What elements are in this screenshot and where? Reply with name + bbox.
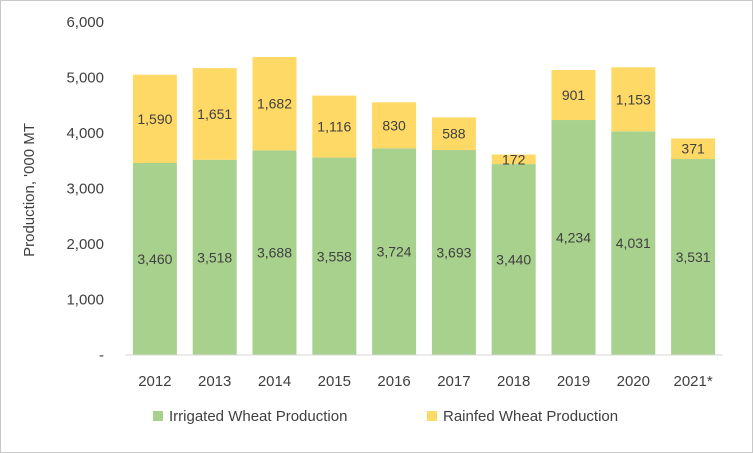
data-label-rainfed: 1,682	[257, 96, 292, 112]
data-label-rainfed: 588	[442, 126, 466, 142]
data-label-irrigated: 3,440	[496, 252, 531, 268]
bar-rainfed-2012	[132, 74, 177, 163]
y-tick-label: 6,000	[66, 14, 104, 31]
y-axis-label: Production, '000 MT	[21, 123, 38, 257]
data-labels: 3,460 1,590 3,518 1,651 3,688 1,682 3,558 1,116…	[137, 87, 710, 268]
y-tick-label: 5,000	[66, 70, 104, 87]
data-label-irrigated: 3,724	[377, 244, 412, 260]
data-label-irrigated: 3,558	[317, 248, 352, 264]
bar-rainfed-2021	[671, 138, 716, 160]
legend: Irrigated Wheat Production Rainfed Wheat …	[153, 408, 618, 425]
data-label-rainfed: 830	[382, 117, 406, 133]
bar-rainfed-2013	[192, 68, 237, 160]
bar-irrigated-2020	[611, 131, 656, 355]
x-tick-label: 2012	[138, 373, 171, 390]
bar-rainfed-2019	[551, 70, 596, 121]
data-label-irrigated: 3,460	[137, 251, 172, 267]
bar-irrigated-2015	[312, 157, 357, 355]
x-tick-label: 2021*	[673, 373, 712, 390]
data-label-irrigated: 3,693	[436, 245, 471, 261]
bar-irrigated-2012	[132, 162, 177, 355]
legend-label-rainfed: Rainfed Wheat Production	[443, 408, 618, 425]
y-tick-label: 2,000	[66, 236, 104, 253]
bar-irrigated-2013	[192, 159, 237, 355]
bar-rainfed-2014	[252, 56, 297, 151]
x-tick-label: 2013	[198, 373, 231, 390]
x-tick-label: 2019	[557, 373, 590, 390]
bar-irrigated-2019	[551, 120, 596, 355]
x-tick-label: 2017	[437, 373, 470, 390]
x-tick-label: 2018	[497, 373, 530, 390]
data-label-irrigated: 3,518	[197, 249, 232, 265]
data-label-irrigated: 3,688	[257, 245, 292, 261]
data-label-rainfed: 1,116	[317, 119, 351, 135]
bar-rainfed-2017	[431, 117, 476, 151]
bar-irrigated-2014	[252, 150, 297, 355]
bars	[132, 56, 716, 355]
x-tick-label: 2015	[318, 373, 351, 390]
bar-irrigated-2018	[491, 164, 536, 355]
bar-irrigated-2021	[671, 159, 716, 355]
y-tick-label: -	[99, 347, 104, 364]
legend-swatch-irrigated	[153, 411, 163, 421]
bar-rainfed-2018	[491, 154, 536, 165]
bar-irrigated-2017	[431, 150, 476, 355]
data-label-irrigated: 4,031	[616, 235, 651, 251]
legend-label-irrigated: Irrigated Wheat Production	[169, 408, 347, 425]
y-tick-label: 1,000	[66, 292, 104, 309]
bar-rainfed-2015	[312, 95, 357, 158]
y-axis-label-group: Production, '000 MT	[21, 123, 38, 257]
data-label-rainfed: 901	[562, 87, 586, 103]
x-tick-label: 2020	[617, 373, 650, 390]
y-tick-label: 3,000	[66, 181, 104, 198]
data-label-rainfed: 1,651	[197, 106, 232, 122]
data-label-irrigated: 3,531	[676, 249, 711, 265]
data-label-rainfed: 1,590	[137, 111, 172, 127]
bar-rainfed-2020	[611, 67, 656, 132]
y-axis-ticks: - 1,000 2,000 3,000 4,000 5,000 6,000	[66, 14, 104, 364]
y-tick-label: 4,000	[66, 125, 104, 142]
x-tick-label: 2014	[258, 373, 291, 390]
x-axis-ticks: 2012 2013 2014 2015 2016 2017 2018 2019 2020 2021…	[138, 373, 713, 390]
bar-rainfed-2016	[372, 102, 417, 149]
legend-swatch-rainfed	[427, 411, 437, 421]
data-label-rainfed: 172	[502, 151, 526, 167]
data-label-rainfed: 371	[681, 141, 705, 157]
x-tick-label: 2016	[377, 373, 410, 390]
data-label-rainfed: 1,153	[616, 91, 651, 107]
bar-irrigated-2016	[372, 148, 417, 355]
data-label-irrigated: 4,234	[556, 230, 591, 246]
